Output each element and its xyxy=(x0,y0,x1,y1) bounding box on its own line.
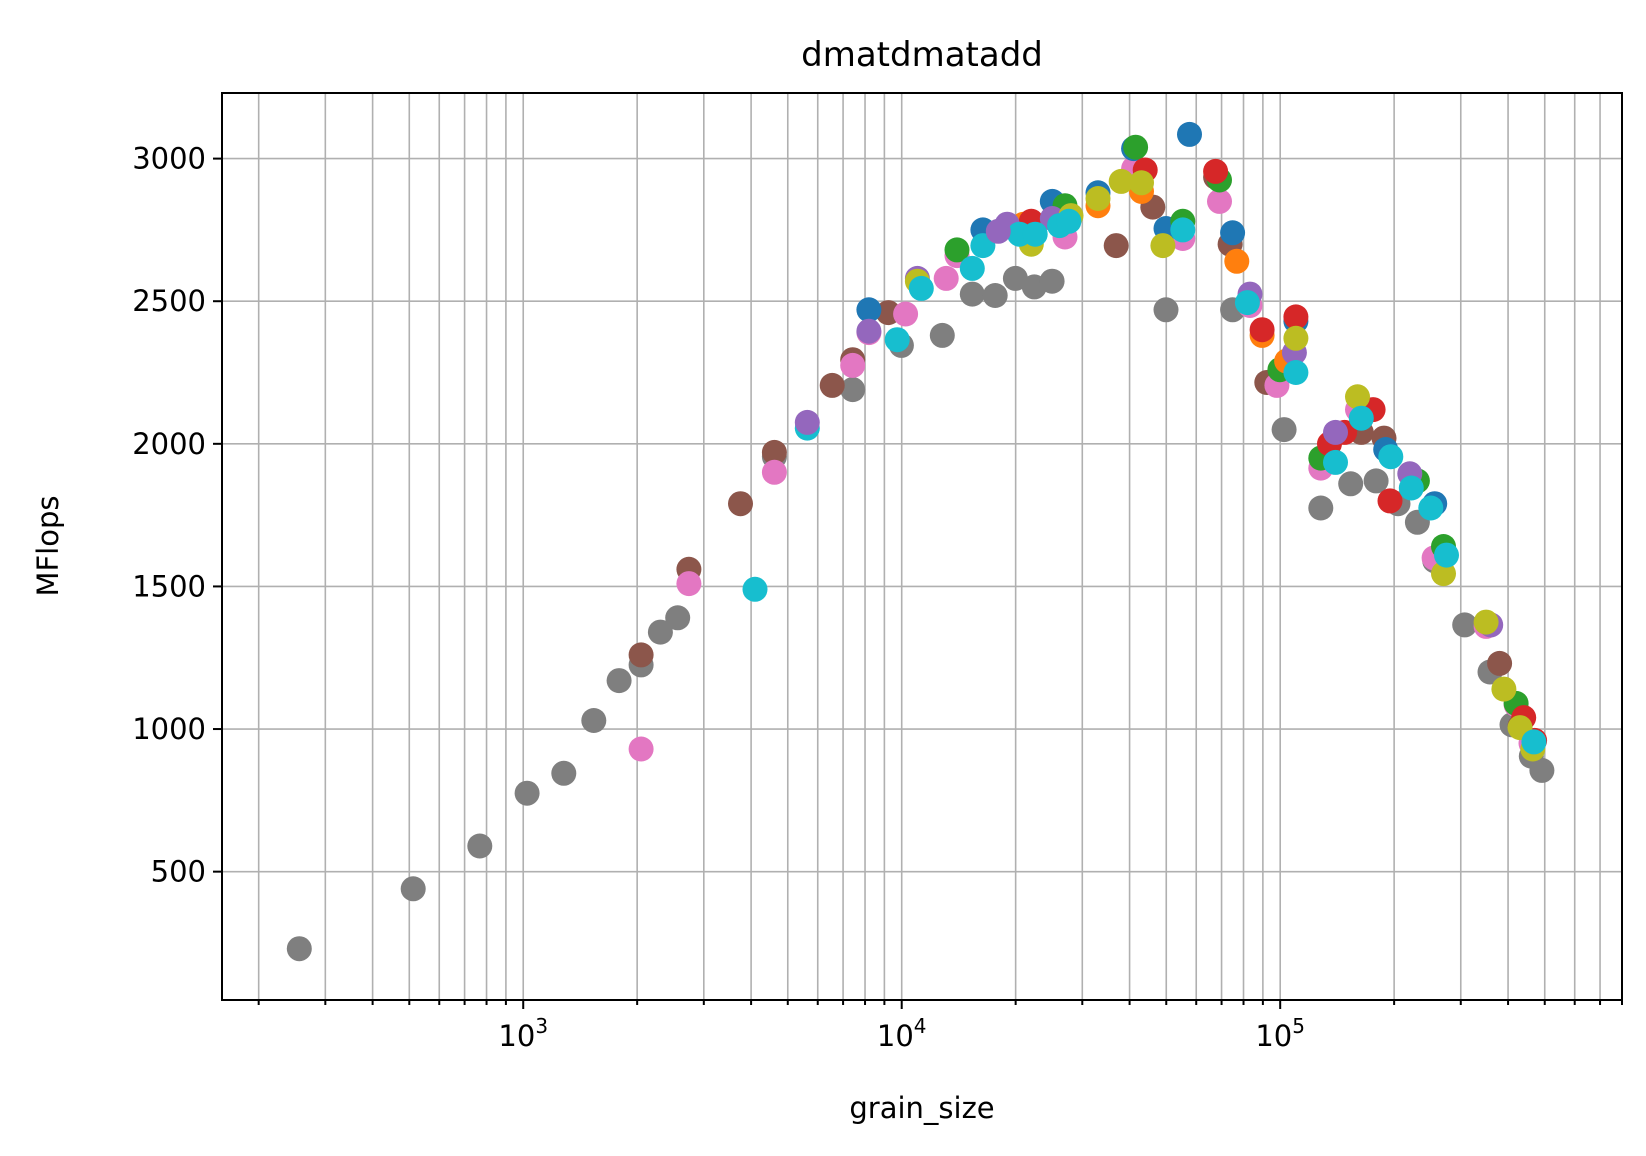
data-point xyxy=(606,668,632,694)
data-point xyxy=(1431,561,1456,587)
data-point xyxy=(400,876,426,902)
data-point xyxy=(551,760,577,786)
data-point xyxy=(944,237,970,263)
data-point xyxy=(1234,290,1260,316)
data-point xyxy=(1363,468,1389,494)
data-point xyxy=(1103,233,1129,259)
grid-lines xyxy=(222,93,1623,1000)
data-point xyxy=(1491,676,1517,702)
data-point xyxy=(1473,609,1499,635)
data-point xyxy=(1521,729,1547,755)
data-point xyxy=(856,297,882,323)
data-point xyxy=(628,736,654,762)
data-point xyxy=(761,459,787,485)
data-point xyxy=(1203,158,1229,184)
data-point xyxy=(514,780,540,806)
data-point xyxy=(1378,444,1404,470)
data-point xyxy=(1398,475,1424,501)
data-point xyxy=(1345,384,1370,410)
x-tick-label: 104 xyxy=(877,1014,927,1053)
data-point xyxy=(794,409,820,435)
data-point xyxy=(1002,265,1028,291)
data-point xyxy=(893,301,919,327)
data-point xyxy=(1308,495,1334,521)
data-point xyxy=(1224,248,1250,274)
data-point xyxy=(982,283,1008,308)
data-point xyxy=(1085,186,1111,211)
data-point xyxy=(728,491,753,517)
data-point xyxy=(628,642,654,668)
x-tick-exponent: 5 xyxy=(1292,1014,1305,1038)
data-point xyxy=(884,327,910,353)
data-point xyxy=(665,605,691,631)
data-point xyxy=(647,619,673,645)
data-point xyxy=(840,377,866,403)
data-point xyxy=(1170,217,1196,243)
x-tick-label: 105 xyxy=(1255,1014,1305,1053)
data-point xyxy=(1056,208,1082,234)
data-point xyxy=(742,576,768,602)
data-point xyxy=(467,833,493,859)
data-point xyxy=(286,936,312,962)
data-point xyxy=(676,571,702,597)
y-tick-label: 1000 xyxy=(132,712,206,746)
data-point xyxy=(1108,168,1134,194)
x-axis-label: grain_size xyxy=(849,1091,994,1125)
data-point xyxy=(1022,221,1048,247)
x-tick-exponent: 3 xyxy=(535,1014,548,1038)
data-point xyxy=(1177,121,1202,147)
data-point xyxy=(933,265,959,291)
y-tick-label: 2500 xyxy=(132,284,206,318)
chart-title: dmatdmatadd xyxy=(801,35,1043,75)
data-point xyxy=(1220,220,1246,246)
data-point xyxy=(1249,317,1275,343)
data-point xyxy=(1487,650,1513,676)
x-tick-base: 10 xyxy=(1255,1019,1292,1053)
data-point xyxy=(840,352,866,378)
data-point xyxy=(1348,405,1374,431)
plot-frame xyxy=(221,92,1623,1001)
data-point xyxy=(1150,233,1176,259)
data-points xyxy=(286,121,1555,962)
data-point xyxy=(1283,360,1309,385)
y-tick-label: 2000 xyxy=(132,427,206,461)
x-tick-base: 10 xyxy=(498,1019,535,1053)
data-point xyxy=(1207,188,1232,214)
data-point xyxy=(1323,419,1348,445)
y-axis-label: MFlops xyxy=(31,495,65,596)
data-point xyxy=(1039,268,1065,294)
y-tick-label: 3000 xyxy=(132,142,206,176)
data-point xyxy=(1418,495,1444,521)
data-point xyxy=(908,275,934,301)
data-point xyxy=(1271,417,1297,443)
y-tick-label: 1500 xyxy=(132,569,206,603)
x-tick-label: 103 xyxy=(498,1014,548,1053)
data-point xyxy=(1283,304,1309,330)
data-point xyxy=(1323,449,1348,475)
data-point xyxy=(1283,325,1309,351)
data-point xyxy=(959,255,985,281)
data-point xyxy=(761,439,787,465)
data-point xyxy=(1153,297,1179,323)
data-point xyxy=(1377,488,1403,514)
data-point xyxy=(959,281,985,307)
data-point xyxy=(1129,170,1154,196)
x-tick-base: 10 xyxy=(877,1019,914,1053)
data-point xyxy=(1452,612,1478,638)
data-point xyxy=(1338,471,1364,497)
data-point xyxy=(581,708,607,733)
data-point xyxy=(819,372,845,398)
x-tick-exponent: 4 xyxy=(914,1014,927,1038)
y-tick-label: 500 xyxy=(151,855,206,889)
data-point xyxy=(1529,757,1555,783)
data-point xyxy=(929,322,955,348)
data-point xyxy=(1123,134,1149,160)
data-point xyxy=(856,318,882,344)
data-point xyxy=(985,218,1011,244)
data-point xyxy=(1434,542,1459,568)
